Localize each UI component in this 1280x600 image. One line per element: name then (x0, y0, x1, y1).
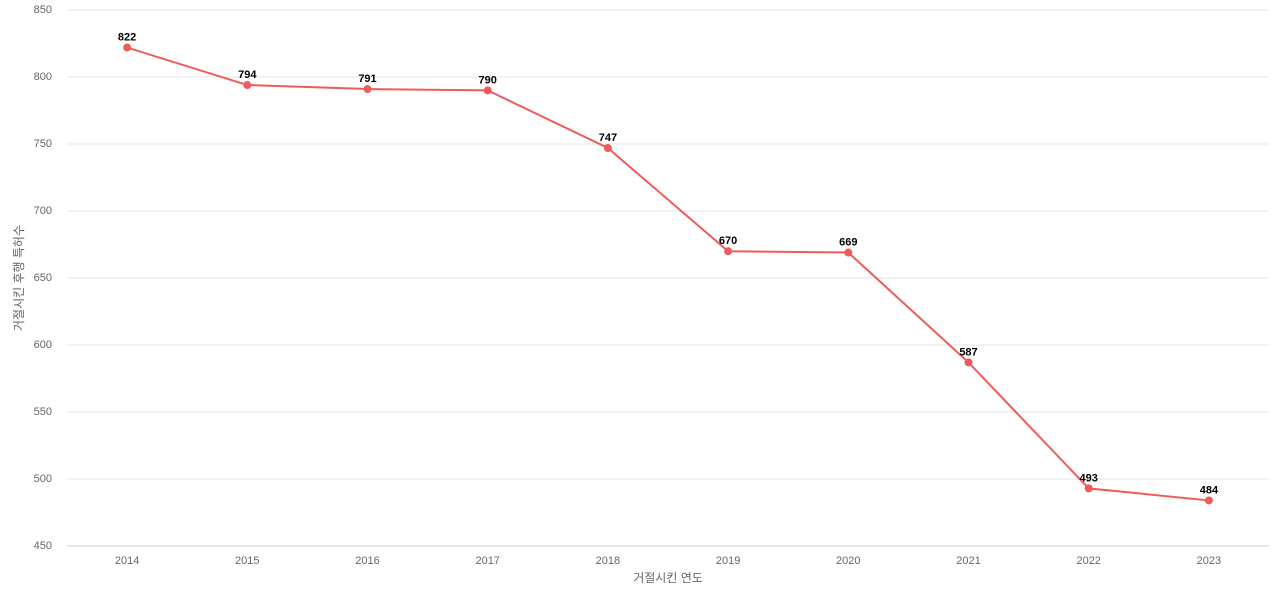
x-tick-label: 2014 (115, 555, 139, 567)
x-tick-label: 2022 (1076, 555, 1100, 567)
point (964, 358, 973, 367)
point (243, 81, 252, 90)
value-label: 484 (1200, 484, 1219, 496)
y-axis-label: 거절시킨 후행 특허수 (11, 225, 26, 331)
point (123, 43, 132, 52)
value-label: 747 (599, 132, 617, 144)
x-tick-label: 2019 (716, 555, 740, 567)
y-tick-label: 500 (34, 473, 52, 485)
value-label: 587 (959, 346, 977, 358)
point (1084, 484, 1093, 493)
y-tick-label: 450 (34, 540, 52, 552)
y-tick-label: 550 (34, 406, 52, 418)
line (126, 46, 1209, 502)
value-label: 794 (238, 69, 257, 81)
x-axis-label: 거절시킨 연도 (633, 571, 703, 585)
x-tick-label: 2016 (355, 555, 379, 567)
x-tick-label: 2017 (475, 555, 499, 567)
point (1204, 496, 1213, 505)
point (363, 85, 372, 94)
y-tick-label: 800 (34, 71, 52, 83)
y-tick-label: 750 (34, 138, 52, 150)
y-tick-label: 700 (34, 205, 52, 217)
point (483, 86, 492, 95)
point (724, 247, 733, 256)
value-label: 493 (1080, 472, 1098, 484)
x-tick-label: 2020 (836, 555, 860, 567)
x-tick-label: 2023 (1197, 555, 1221, 567)
value-label: 822 (118, 31, 136, 43)
value-label: 791 (358, 73, 376, 85)
y-tick-label: 600 (34, 339, 52, 351)
y-tick-label: 650 (34, 272, 52, 284)
point (844, 248, 853, 257)
value-label: 790 (479, 74, 497, 86)
x-tick-label: 2021 (956, 555, 980, 567)
x-tick-label: 2015 (235, 555, 259, 567)
value-label: 670 (719, 235, 737, 247)
point (603, 144, 612, 153)
x-tick-label: 2018 (596, 555, 620, 567)
y-tick-label: 850 (34, 4, 52, 16)
value-label: 669 (839, 236, 857, 248)
